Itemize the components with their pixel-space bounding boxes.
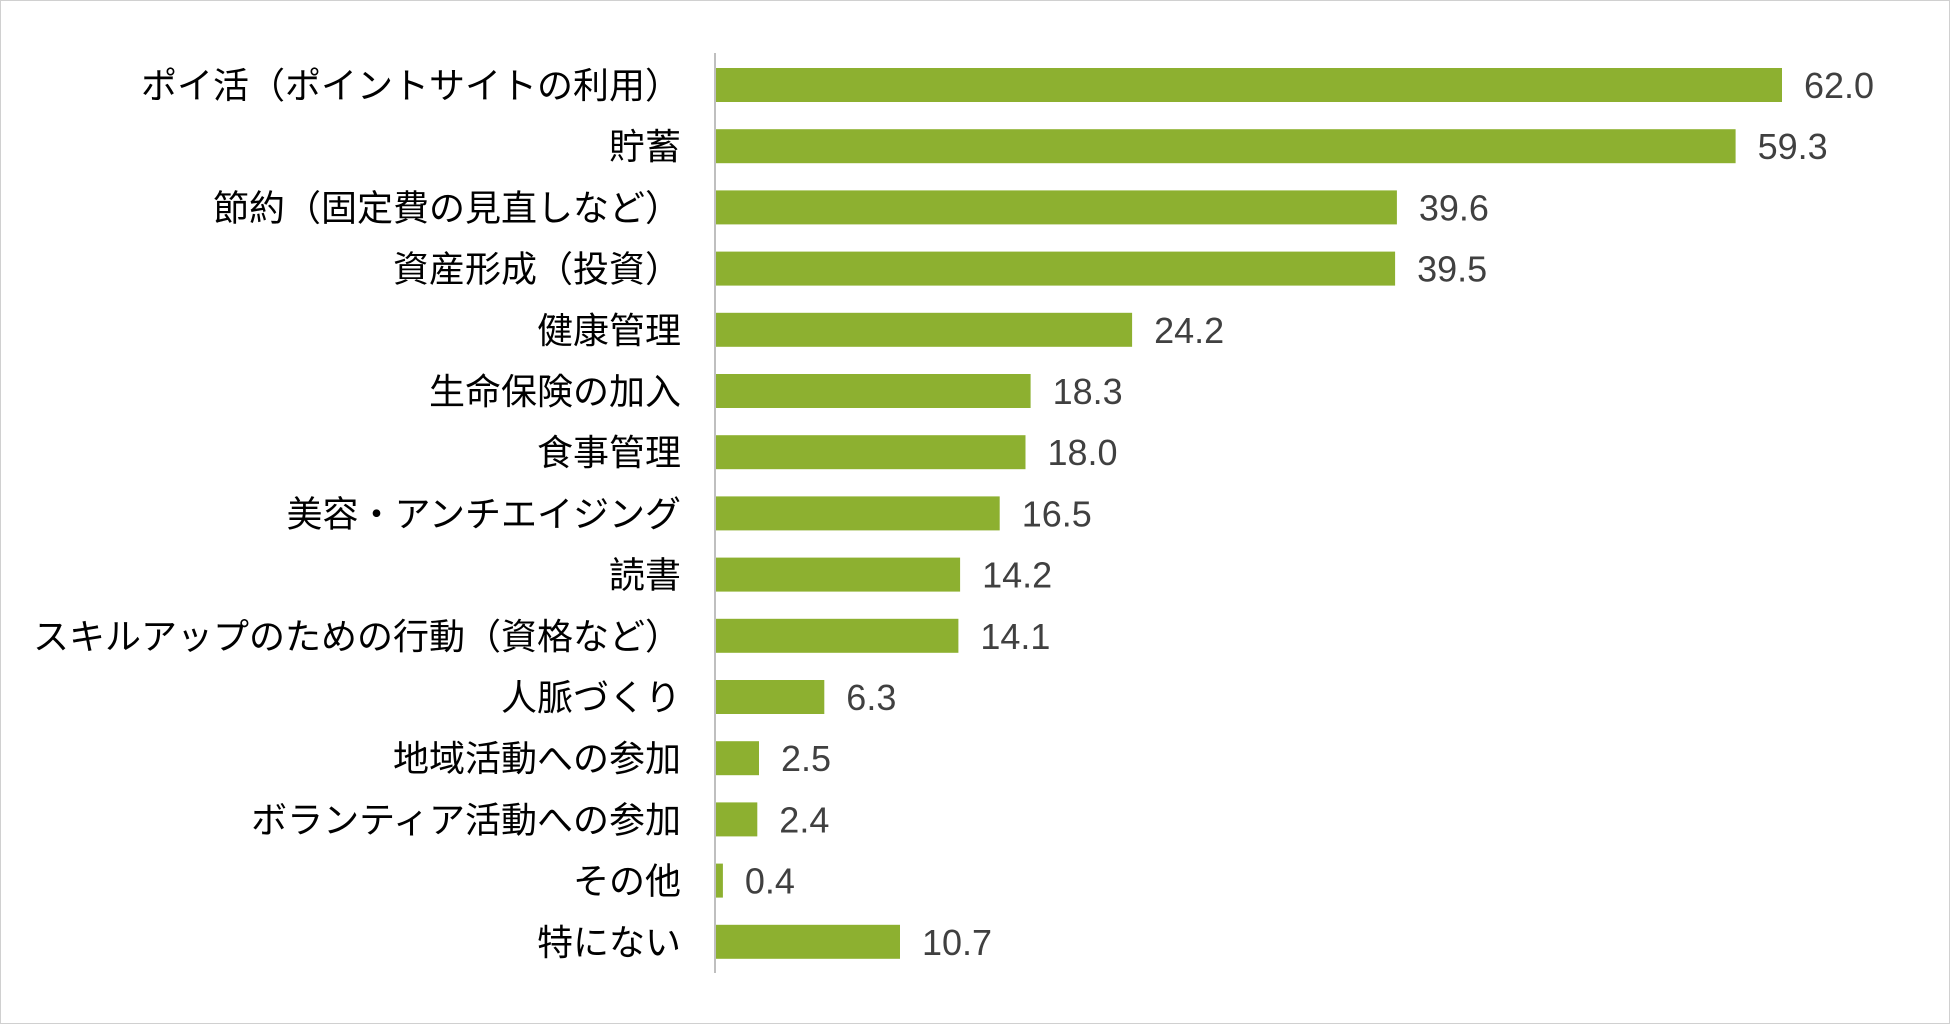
bars-layer (716, 68, 1782, 959)
category-label: 美容・アンチエイジング (286, 494, 681, 535)
value-label: 14.1 (980, 616, 1050, 657)
bar-11 (716, 741, 759, 776)
value-label: 16.5 (1022, 493, 1092, 534)
bar-14 (716, 924, 900, 959)
category-label: 人脈づくり (501, 678, 681, 719)
category-label: 貯蓄 (609, 127, 681, 168)
value-label: 0.4 (745, 861, 795, 902)
category-label: スキルアップのための行動（資格など） (33, 617, 681, 658)
value-label: 6.3 (846, 677, 896, 718)
bar-4 (716, 312, 1133, 347)
category-label: 資産形成（投資） (393, 250, 681, 291)
bar-1 (716, 129, 1736, 164)
category-label: 食事管理 (537, 433, 681, 474)
value-label: 24.2 (1154, 310, 1224, 351)
value-label: 59.3 (1758, 126, 1828, 167)
category-label: 節約（固定費の見直しなど） (213, 188, 681, 229)
bar-9 (716, 618, 959, 653)
value-label: 18.0 (1048, 432, 1118, 473)
category-label: 健康管理 (537, 311, 681, 352)
bar-12 (716, 802, 758, 837)
category-label: その他 (573, 862, 681, 903)
value-label: 2.4 (779, 799, 829, 840)
value-label: 39.6 (1419, 187, 1489, 228)
bar-5 (716, 374, 1031, 408)
category-label: 生命保険の加入 (429, 372, 681, 413)
bar-3 (716, 251, 1396, 286)
value-label: 14.2 (982, 555, 1052, 596)
bar-2 (716, 190, 1397, 225)
value-label: 10.7 (922, 922, 992, 963)
bar-6 (716, 435, 1026, 470)
category-label: 特にない (537, 923, 681, 964)
value-label: 39.5 (1417, 249, 1487, 290)
bar-0 (716, 68, 1782, 102)
category-label: 地域活動への参加 (393, 739, 681, 780)
bar-7 (716, 496, 1000, 531)
bar-13 (716, 863, 723, 898)
category-label: ポイ活（ポイントサイトの利用） (141, 66, 681, 107)
bar-8 (716, 557, 961, 592)
value-label: 18.3 (1053, 371, 1123, 412)
category-label: 読書 (609, 556, 681, 597)
bar-10 (716, 680, 825, 714)
labels-layer: ポイ活（ポイントサイトの利用） 62.0 貯蓄 59.3 節約（固定費の見直しなど） 39… (33, 65, 1874, 964)
category-label: ボランティア活動への参加 (251, 800, 681, 841)
value-label: 2.5 (781, 738, 831, 779)
value-label: 62.0 (1804, 65, 1874, 106)
